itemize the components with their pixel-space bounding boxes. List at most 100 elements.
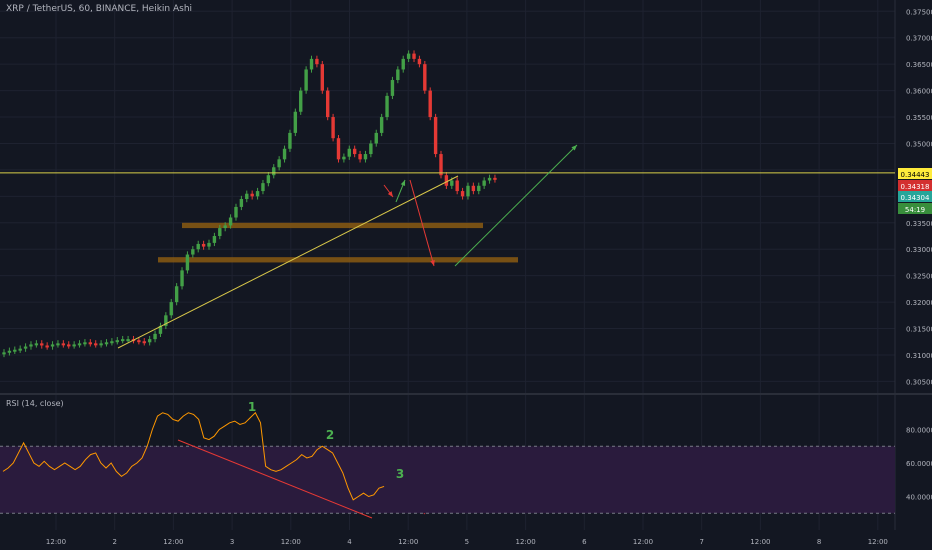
time-tick-label: 8 — [817, 538, 821, 546]
rsi-tick-label: 40.0000 — [906, 494, 932, 502]
time-tick-label: 12:00 — [633, 538, 653, 546]
candle-body — [412, 53, 416, 59]
candle-body — [196, 243, 200, 250]
candle-body — [234, 206, 238, 218]
rsi-title: RSI (14, close) — [6, 399, 64, 408]
candle-body — [272, 167, 276, 176]
candle-body — [369, 143, 373, 155]
candle-body — [455, 180, 459, 192]
candle-body — [245, 193, 249, 199]
candle-body — [444, 175, 449, 186]
rsi-line — [2, 411, 385, 501]
candle-body — [228, 217, 233, 226]
time-tick-label: 12:00 — [868, 538, 888, 546]
candle-body — [406, 53, 411, 59]
time-tick-label: 12:00 — [750, 538, 770, 546]
time-tick-label: 2 — [112, 538, 116, 546]
candle-body — [67, 344, 71, 347]
candle-body — [34, 343, 39, 346]
candle-body — [379, 117, 384, 133]
candle-body — [261, 183, 265, 192]
rsi-tick-label: 60.0000 — [906, 460, 932, 468]
candle-body — [147, 339, 152, 343]
time-tick-label: 12:00 — [516, 538, 536, 546]
candle-body — [336, 138, 341, 160]
support-zone — [182, 222, 483, 229]
trendline — [117, 175, 459, 349]
arrow-green-small-head — [400, 180, 406, 186]
arrow-green-up-head — [571, 145, 577, 151]
rsi-band — [0, 446, 895, 514]
candle-body — [185, 254, 190, 271]
grid — [0, 0, 932, 530]
candle-body — [477, 185, 481, 192]
candle-body — [180, 270, 184, 287]
support-zone — [158, 257, 518, 263]
arrow-red-small-head — [387, 191, 393, 197]
candle-body — [7, 350, 12, 353]
rsi-annotation: 1 — [248, 400, 256, 414]
candle-body — [2, 352, 6, 355]
arrow-green-up — [454, 144, 578, 267]
candle-body — [433, 117, 438, 155]
candle-body — [374, 132, 378, 144]
price-label-bg — [898, 168, 932, 179]
candle-body — [174, 286, 179, 303]
candle-body — [56, 343, 60, 346]
candle-body — [487, 177, 492, 181]
candle-body — [493, 177, 497, 180]
candle-body — [299, 90, 303, 112]
candle-body — [439, 154, 443, 176]
candle-body — [401, 58, 405, 70]
candle-body — [29, 344, 33, 347]
candle-body — [207, 242, 211, 247]
candle-body — [304, 69, 308, 91]
price-label: 0.34443 — [901, 171, 930, 179]
candle-body — [471, 185, 476, 192]
candle-body — [23, 346, 28, 349]
candle-body — [396, 69, 400, 81]
candle-body — [201, 243, 206, 247]
candle-body — [282, 148, 287, 160]
candle-body — [120, 339, 125, 342]
candle-body — [72, 344, 76, 347]
price-label: 0.34318 — [901, 183, 930, 191]
candle-body — [153, 333, 157, 340]
candle-body — [104, 342, 109, 345]
candle-body — [50, 344, 55, 347]
candle-body — [450, 180, 454, 186]
candle-body — [142, 341, 146, 344]
price-label-bg — [898, 191, 932, 202]
candle-body — [88, 342, 93, 345]
price-candles — [2, 50, 497, 358]
rsi-tick-label: 80.0000 — [906, 427, 932, 435]
candle-body — [164, 315, 168, 326]
rsi-annotation: 2 — [326, 428, 334, 442]
arrow-red-down-head — [430, 260, 435, 266]
candle-body — [342, 156, 346, 160]
candle-body — [460, 191, 465, 197]
rsi-annotation: 3 — [396, 467, 404, 481]
rsi-pane: 80.0000 60.0000 40.0000 1 2 3 — [0, 400, 932, 519]
candle-body — [466, 185, 470, 197]
time-tick-label: 7 — [699, 538, 703, 546]
candle-body — [218, 228, 222, 237]
candle-body — [158, 325, 163, 334]
candle-body — [390, 80, 395, 96]
candle-body — [169, 302, 173, 316]
candle-body — [293, 111, 298, 133]
candle-body — [417, 58, 422, 65]
candle-body — [277, 159, 281, 168]
candle-body — [223, 225, 227, 229]
time-tick-label: 12:00 — [281, 538, 301, 546]
